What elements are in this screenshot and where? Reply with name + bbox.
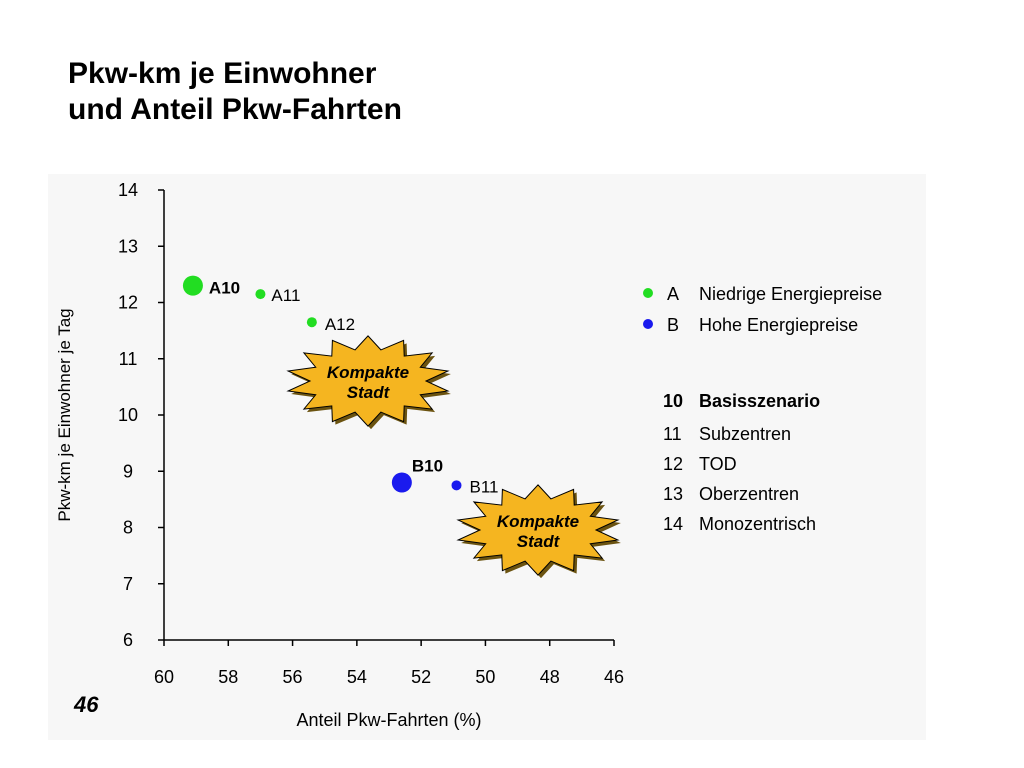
y-tick-label: 12 — [118, 293, 138, 313]
y-tick-label: 9 — [123, 461, 133, 481]
y-axis-title: Pkw-km je Einwohner je Tag — [55, 308, 74, 521]
starburst-shape — [456, 484, 620, 576]
slide-title: Pkw-km je Einwohner und Anteil Pkw-Fahrt… — [68, 56, 402, 128]
scenario-key-14: 14 — [663, 514, 683, 534]
data-label-a12: A12 — [325, 315, 355, 334]
starburst-text-line-1: Kompakte — [327, 363, 409, 382]
x-tick-label: 56 — [283, 667, 303, 687]
scenario-key-12: 12 — [663, 454, 683, 474]
starburst-text-line-2: Stadt — [347, 383, 391, 402]
data-label-b11: B11 — [470, 477, 499, 496]
title-line-1: Pkw-km je Einwohner — [68, 57, 377, 90]
data-point-a12 — [306, 317, 317, 328]
x-axis-title: Anteil Pkw-Fahrten (%) — [296, 710, 481, 730]
y-tick-label: 10 — [118, 405, 138, 425]
scenario-text-14: Monozentrisch — [699, 514, 816, 534]
scenario-text-13: Oberzentren — [699, 484, 799, 504]
chart-panel — [48, 174, 926, 740]
legend-marker-a — [643, 288, 653, 298]
data-label-b10: B10 — [412, 457, 443, 476]
scenario-text-11: Subzentren — [699, 424, 791, 444]
scenario-key-10: 10 — [663, 391, 683, 411]
legend-key-a: A — [667, 284, 679, 304]
y-tick-label: 8 — [123, 518, 133, 538]
x-tick-label: 60 — [154, 667, 174, 687]
x-tick-label: 54 — [347, 667, 367, 687]
y-tick-label: 6 — [123, 630, 133, 650]
title-line-2: und Anteil Pkw-Fahrten — [68, 93, 402, 126]
legend-text-b: Hohe Energiepreise — [699, 315, 858, 335]
data-label-a11: A11 — [271, 286, 300, 305]
starburst-text-line-2: Stadt — [517, 532, 561, 551]
x-tick-label: 46 — [604, 667, 624, 687]
starburst-shape — [286, 335, 450, 427]
legend-key-b: B — [667, 315, 679, 335]
y-tick-label: 11 — [119, 349, 138, 369]
scenario-key-11: 11 — [663, 424, 682, 444]
data-point-a10 — [182, 275, 203, 296]
y-tick-label: 7 — [123, 574, 133, 594]
scenario-text-10: Basisszenario — [699, 391, 820, 411]
x-tick-label: 52 — [411, 667, 431, 687]
data-point-b11 — [451, 480, 462, 491]
scenario-text-12: TOD — [699, 454, 737, 474]
legend-text-a: Niedrige Energiepreise — [699, 284, 882, 304]
y-tick-label: 13 — [118, 236, 138, 256]
starburst-text-line-1: Kompakte — [497, 512, 579, 531]
scenario-key-13: 13 — [663, 484, 683, 504]
data-label-a10: A10 — [209, 279, 240, 298]
legend-marker-b — [643, 319, 653, 329]
x-tick-label: 48 — [540, 667, 560, 687]
page-number: 46 — [74, 692, 99, 717]
x-tick-label: 50 — [475, 667, 495, 687]
x-tick-label: 58 — [218, 667, 238, 687]
data-point-b10 — [391, 472, 412, 493]
y-tick-label: 14 — [118, 180, 138, 200]
data-point-a11 — [255, 289, 266, 300]
